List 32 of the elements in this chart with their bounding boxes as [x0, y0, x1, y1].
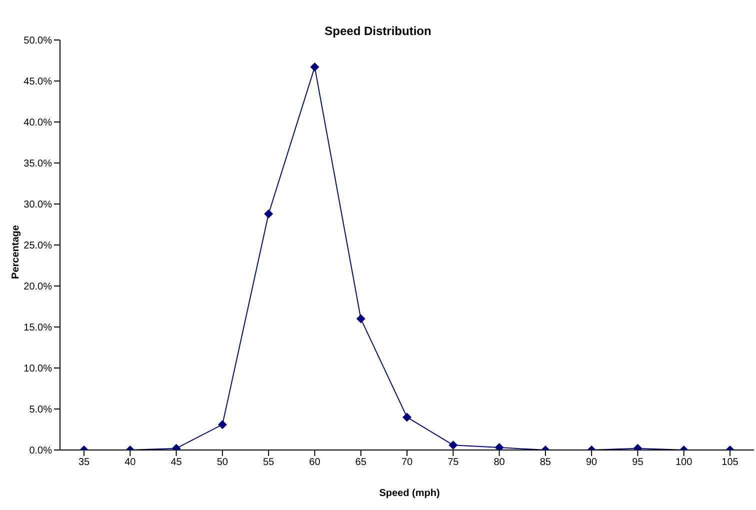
x-tick-label: 95	[632, 457, 644, 468]
y-tick-label: 50.0%	[24, 36, 52, 47]
x-tick-label: 105	[722, 457, 739, 468]
x-tick-label: 65	[355, 457, 367, 468]
x-tick-label: 55	[263, 457, 275, 468]
y-tick-label: 25.0%	[24, 240, 52, 252]
y-tick-label: 30.0%	[24, 200, 52, 211]
point	[264, 209, 274, 218]
y-tick-label: 5.0%	[29, 404, 52, 416]
y-tick-label: 40.0%	[24, 118, 52, 129]
y-tick-label: 15.0%	[24, 322, 52, 334]
y-tick-label: 0.0%	[29, 446, 52, 457]
y-axis-title: Percentage	[10, 225, 22, 279]
point	[310, 62, 320, 72]
x-tick-label: 40	[124, 457, 136, 468]
y-tick-label: 20.0%	[24, 282, 52, 293]
x-tick-label: 70	[401, 457, 413, 468]
y-tick-label: 35.0%	[24, 158, 52, 170]
x-tick-label: 50	[216, 457, 228, 468]
x-tick-label: 90	[586, 457, 598, 468]
chart-title: Speed Distribution	[324, 24, 432, 38]
x-tick-label: 45	[170, 457, 182, 468]
y-tick-label: 10.0%	[24, 364, 52, 375]
y-tick-label: 45.0%	[24, 76, 52, 88]
x-tick-label: 60	[309, 457, 321, 468]
x-tick-label: 80	[494, 457, 506, 468]
point	[356, 314, 366, 324]
x-tick-label: 75	[448, 457, 460, 468]
x-axis-title: Speed (mph)	[378, 488, 441, 499]
x-tick-label: 100	[676, 457, 693, 468]
x-tick-label: 35	[78, 457, 90, 468]
x-tick-label: 85	[540, 457, 552, 468]
